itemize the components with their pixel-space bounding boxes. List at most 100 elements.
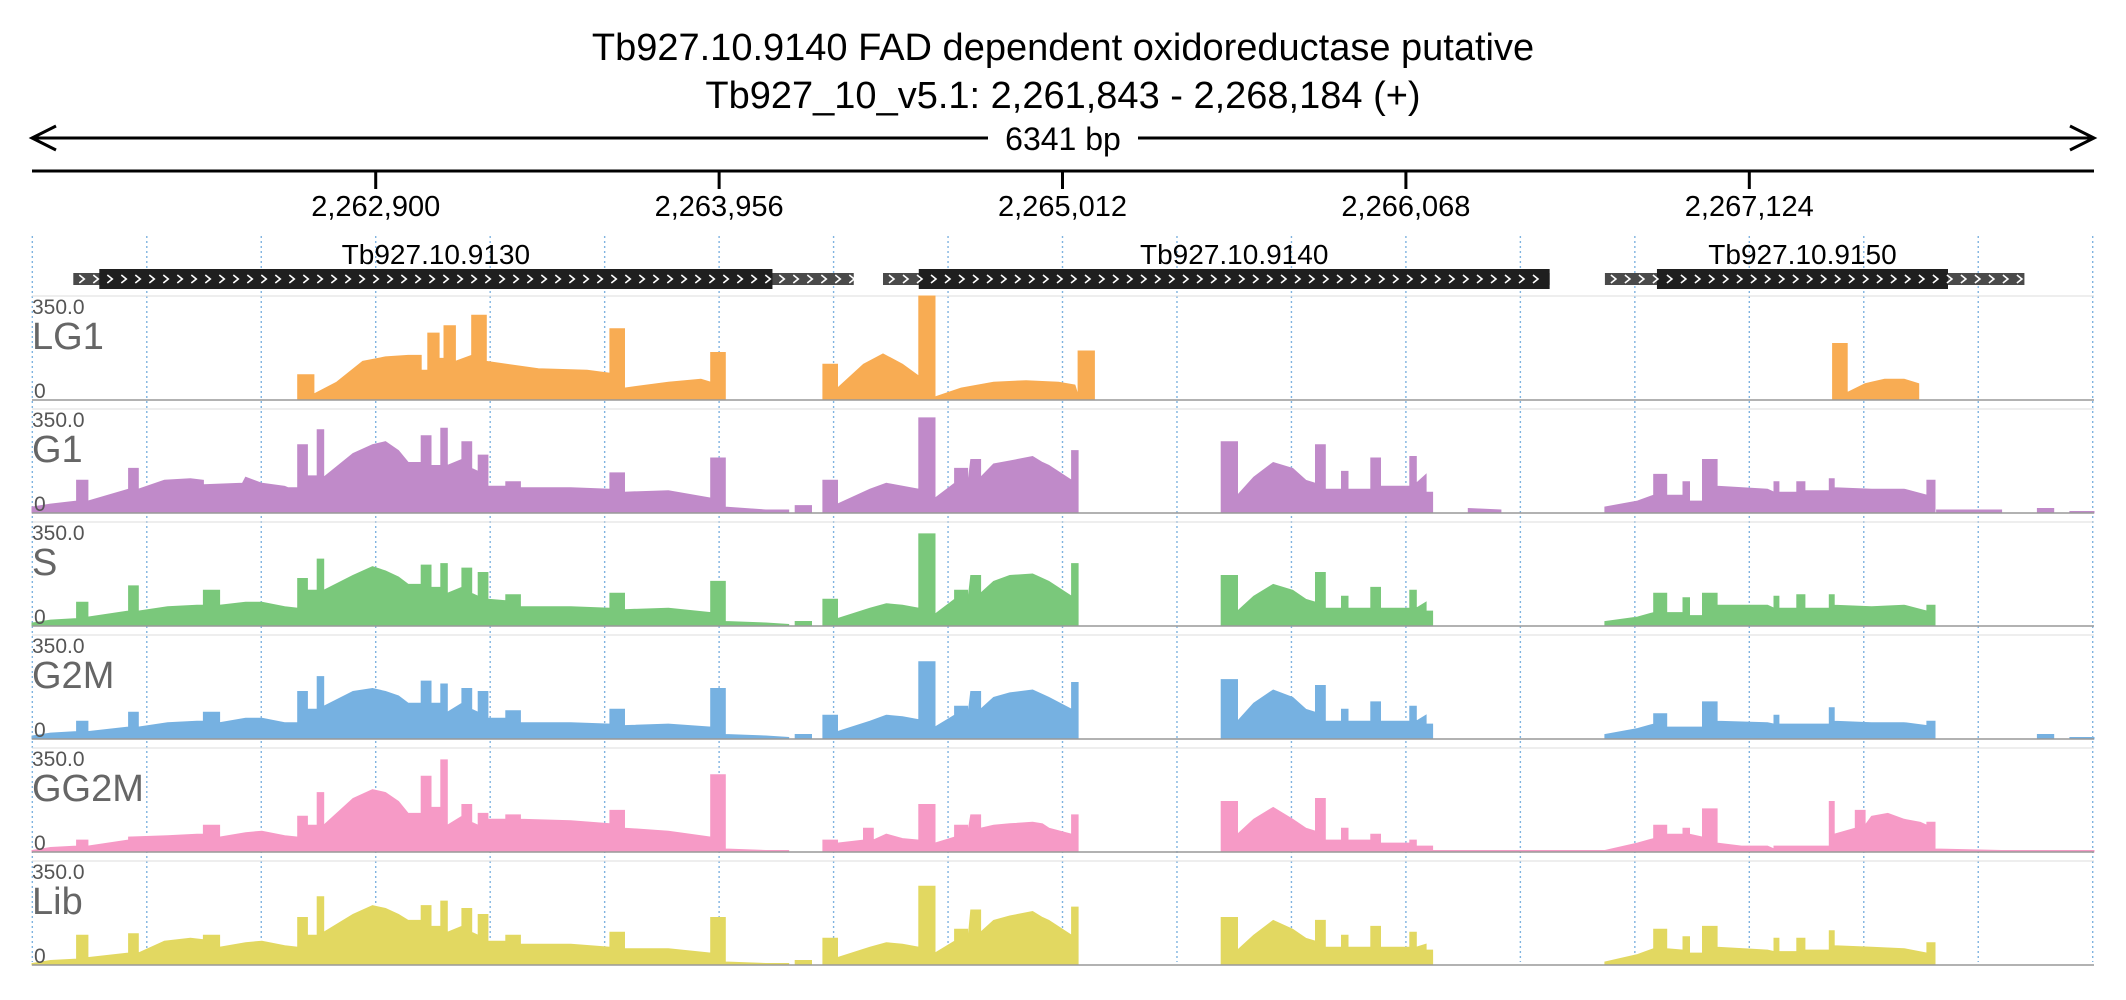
gene-label: Tb927.10.9140 xyxy=(1140,239,1328,270)
strand-chevron xyxy=(1904,274,1912,284)
strand-chevron xyxy=(806,274,814,284)
strand-chevron xyxy=(1624,274,1632,284)
strand-chevron xyxy=(1238,274,1246,284)
axis-tick-label-1: 2,263,956 xyxy=(655,191,784,223)
span-arrow: 6341 bp xyxy=(28,118,2098,158)
strand-chevron xyxy=(470,274,478,284)
track-GG2M: 350.0 0 GG2M xyxy=(31,747,2095,855)
track-name: LG1 xyxy=(32,316,104,358)
strand-chevron xyxy=(680,274,688,284)
strand-chevron xyxy=(722,274,730,284)
strand-chevron xyxy=(902,274,910,284)
gene-label: Tb927.10.9150 xyxy=(1708,239,1896,270)
strand-chevron xyxy=(1960,274,1968,284)
y-min-label: 0 xyxy=(34,832,46,855)
axis-tick-label-0: 2,262,900 xyxy=(311,191,440,223)
strand-chevron xyxy=(1448,274,1456,284)
axis-ticks: 2,262,900 2,263,956 2,265,012 2,266,068 2,26… xyxy=(311,171,1814,223)
strand-chevron xyxy=(246,274,254,284)
strand-chevron xyxy=(1988,274,1996,284)
strand-chevron xyxy=(944,274,952,284)
strand-chevron xyxy=(1420,274,1428,284)
track-name: GG2M xyxy=(32,768,144,810)
strand-chevron xyxy=(778,274,786,284)
coverage-area-LG1 xyxy=(297,295,1920,401)
axis-tick-label-2: 2,265,012 xyxy=(998,191,1127,223)
track-name: G2M xyxy=(32,655,114,697)
strand-chevron xyxy=(568,274,576,284)
strand-chevron xyxy=(1084,274,1092,284)
track-name: Lib xyxy=(32,881,83,923)
y-max-label: 350.0 xyxy=(32,861,85,884)
strand-chevron xyxy=(512,274,520,284)
strand-chevron xyxy=(414,274,422,284)
gene-Tb927.10.9140[interactable]: Tb927.10.9140 xyxy=(883,239,1550,289)
strand-chevron xyxy=(554,274,562,284)
strand-chevron xyxy=(666,274,674,284)
strand-chevron xyxy=(820,274,828,284)
strand-chevron xyxy=(610,274,618,284)
strand-chevron xyxy=(526,274,534,284)
strand-chevron xyxy=(1750,274,1758,284)
strand-chevron xyxy=(162,274,170,284)
strand-chevron xyxy=(204,274,212,284)
coverage-area-GG2M xyxy=(31,759,2095,853)
gene-Tb927.10.9150[interactable]: Tb927.10.9150 xyxy=(1604,239,2025,289)
track-LG1: 350.0 0 LG1 xyxy=(32,295,2094,403)
strand-chevron xyxy=(386,274,394,284)
y-min-label: 0 xyxy=(34,493,46,516)
strand-chevron xyxy=(958,274,966,284)
strand-chevron xyxy=(1224,274,1232,284)
strand-chevron xyxy=(2016,274,2024,284)
axis-tick-label-4: 2,267,124 xyxy=(1685,191,1814,223)
strand-chevron xyxy=(1708,274,1716,284)
strand-chevron xyxy=(1652,274,1660,284)
strand-chevron xyxy=(1736,274,1744,284)
strand-chevron xyxy=(750,274,758,284)
strand-chevron xyxy=(736,274,744,284)
strand-chevron xyxy=(1070,274,1078,284)
strand-chevron xyxy=(1918,274,1926,284)
coordinate-axis: 2,262,900 2,263,956 2,265,012 2,266,068 2,26… xyxy=(32,169,2094,223)
y-min-label: 0 xyxy=(34,945,46,968)
coverage-tracks: 350.00LG1350.00G1350.00S350.00G2M350.00G… xyxy=(31,295,2095,968)
gene-models: Tb927.10.9130 Tb927.10.9140 Tb927.10.9150 xyxy=(73,239,2025,289)
strand-chevron xyxy=(1336,274,1344,284)
strand-chevron xyxy=(1280,274,1288,284)
strand-chevron xyxy=(1042,274,1050,284)
strand-chevron xyxy=(1182,274,1190,284)
strand-chevron xyxy=(1890,274,1898,284)
strand-chevron xyxy=(1154,274,1162,284)
strand-chevron xyxy=(134,274,142,284)
strand-chevron xyxy=(582,274,590,284)
strand-chevron xyxy=(888,274,896,284)
gene-cds xyxy=(918,269,1550,289)
strand-chevron xyxy=(1848,274,1856,284)
gene-Tb927.10.9130[interactable]: Tb927.10.9130 xyxy=(73,239,856,289)
strand-chevron xyxy=(2002,274,2010,284)
axis-tick-label-3: 2,266,068 xyxy=(1341,191,1470,223)
y-min-label: 0 xyxy=(34,719,46,742)
strand-chevron xyxy=(1694,274,1702,284)
coverage-area-Lib xyxy=(31,885,1936,966)
strand-chevron xyxy=(190,274,198,284)
strand-chevron xyxy=(358,274,366,284)
strand-chevron xyxy=(1392,274,1400,284)
track-G2M: 350.0 0 G2M xyxy=(31,634,2095,742)
strand-chevron xyxy=(106,274,114,284)
gene-cds xyxy=(99,269,773,289)
strand-chevron xyxy=(316,274,324,284)
chart-title: Tb927.10.9140 FAD dependent oxidoreducta… xyxy=(592,27,1534,69)
strand-chevron xyxy=(344,274,352,284)
strand-chevron xyxy=(848,274,856,284)
strand-chevron xyxy=(1610,274,1618,284)
strand-chevron xyxy=(1112,274,1120,284)
strand-chevron xyxy=(624,274,632,284)
strand-chevron xyxy=(1098,274,1106,284)
coverage-area-G1 xyxy=(31,417,2095,514)
strand-chevron xyxy=(1862,274,1870,284)
strand-chevron xyxy=(540,274,548,284)
strand-chevron xyxy=(484,274,492,284)
strand-chevron xyxy=(1680,274,1688,284)
strand-chevron xyxy=(1350,274,1358,284)
